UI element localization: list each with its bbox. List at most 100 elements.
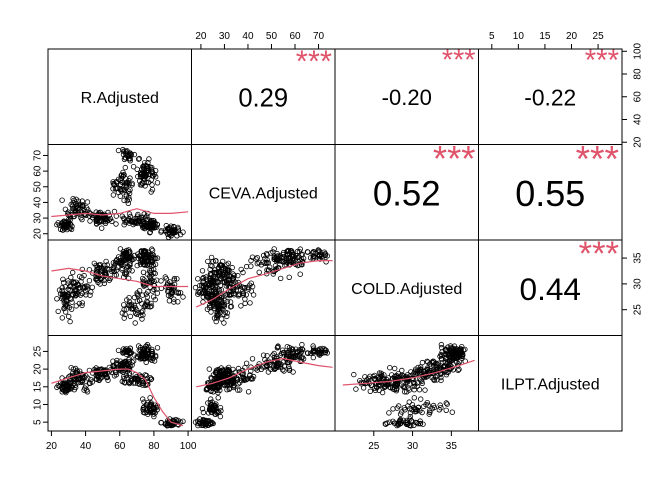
scatter-points xyxy=(342,341,475,429)
tick-label: 60 xyxy=(633,91,644,103)
data-point xyxy=(323,259,329,265)
data-point xyxy=(264,260,270,266)
data-point xyxy=(297,246,303,252)
data-point xyxy=(224,310,230,316)
correlation-value: 0.44 xyxy=(520,271,582,307)
data-point xyxy=(275,364,281,370)
data-point xyxy=(130,163,137,170)
data-point xyxy=(418,364,424,370)
data-point xyxy=(140,225,147,231)
data-point xyxy=(217,273,223,279)
tick-label: 40 xyxy=(80,441,92,452)
data-point xyxy=(104,374,110,381)
data-point xyxy=(217,405,224,411)
data-point xyxy=(424,400,430,406)
data-point xyxy=(285,349,292,356)
smoother-line xyxy=(51,208,189,218)
data-point xyxy=(216,286,222,292)
data-point xyxy=(416,368,423,374)
data-point xyxy=(397,411,404,417)
data-point xyxy=(134,262,140,269)
data-point xyxy=(262,260,268,267)
data-point xyxy=(138,309,145,315)
data-point xyxy=(271,246,277,252)
data-point xyxy=(117,193,123,199)
data-point xyxy=(59,220,65,226)
data-point xyxy=(270,249,276,255)
variable-label: CEVA.Adjusted xyxy=(209,185,318,202)
data-point xyxy=(140,269,147,275)
data-point xyxy=(129,306,136,312)
data-point xyxy=(443,407,449,413)
data-point xyxy=(429,375,435,381)
data-point xyxy=(171,285,177,291)
data-point xyxy=(248,280,254,286)
data-point xyxy=(360,385,367,391)
x-axis-r-adjusted: 20 40 60 80 100 xyxy=(46,430,197,452)
data-point xyxy=(307,350,314,356)
data-point xyxy=(215,301,221,307)
data-point xyxy=(175,227,181,233)
data-point xyxy=(86,278,93,284)
data-point xyxy=(125,302,132,309)
data-point xyxy=(260,252,267,259)
data-point xyxy=(114,357,120,364)
data-point xyxy=(217,413,224,420)
data-point xyxy=(151,225,158,231)
data-point xyxy=(280,367,286,373)
data-point xyxy=(256,269,262,275)
data-point xyxy=(55,308,61,315)
data-point xyxy=(418,396,424,402)
tick-label: 60 xyxy=(289,31,301,42)
data-point xyxy=(149,182,155,188)
data-point xyxy=(154,180,161,186)
data-point xyxy=(202,285,209,291)
data-point xyxy=(437,402,443,408)
data-point xyxy=(59,197,65,203)
data-point xyxy=(299,341,305,348)
data-point xyxy=(271,254,277,261)
data-point xyxy=(264,252,270,258)
data-point xyxy=(214,382,220,389)
data-point xyxy=(442,356,449,362)
tick-label: 25 xyxy=(33,345,44,357)
data-point xyxy=(175,289,181,295)
significance-stars: *** xyxy=(579,235,619,273)
data-point xyxy=(150,173,156,179)
data-point xyxy=(210,276,216,282)
data-point xyxy=(202,421,209,428)
data-point xyxy=(438,377,444,384)
data-point xyxy=(137,174,144,180)
data-point xyxy=(219,378,226,385)
data-point xyxy=(218,316,225,322)
tick-label: 50 xyxy=(266,31,278,42)
data-point xyxy=(249,376,256,382)
data-point xyxy=(381,384,387,391)
data-point xyxy=(139,350,145,357)
data-point xyxy=(221,320,227,326)
data-point xyxy=(290,258,296,264)
data-point xyxy=(151,413,157,420)
data-point xyxy=(144,400,151,406)
panel-ilpt-adjusted-vs-ilpt-adjusted: ILPT.Adjusted xyxy=(478,335,623,432)
data-point xyxy=(111,365,117,371)
data-point xyxy=(195,418,201,424)
data-point xyxy=(67,318,73,325)
data-point xyxy=(142,249,148,255)
panel-ceva-adjusted-vs-cold-adjusted xyxy=(191,239,336,336)
data-point xyxy=(374,384,380,391)
data-point xyxy=(296,262,302,268)
data-point xyxy=(321,346,327,352)
data-point xyxy=(419,380,425,386)
data-point xyxy=(304,350,311,356)
data-point xyxy=(264,353,270,359)
data-point xyxy=(79,266,85,273)
data-point xyxy=(91,260,97,266)
data-point xyxy=(135,173,141,180)
data-point xyxy=(379,389,386,396)
data-point xyxy=(207,400,214,406)
data-point xyxy=(438,405,444,411)
tick-label: 40 xyxy=(633,113,644,125)
data-point xyxy=(247,300,253,306)
data-point xyxy=(204,281,210,287)
